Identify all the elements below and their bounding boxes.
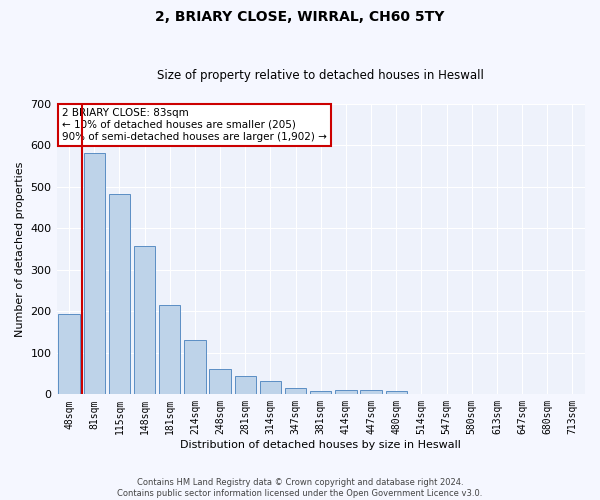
Text: Contains HM Land Registry data © Crown copyright and database right 2024.
Contai: Contains HM Land Registry data © Crown c… — [118, 478, 482, 498]
Bar — [235, 376, 256, 394]
Bar — [209, 368, 231, 394]
Bar — [386, 392, 407, 394]
Bar — [134, 246, 155, 394]
Bar — [335, 390, 356, 394]
Bar — [159, 305, 181, 394]
Bar — [184, 340, 206, 394]
Bar — [109, 194, 130, 394]
Text: 2, BRIARY CLOSE, WIRRAL, CH60 5TY: 2, BRIARY CLOSE, WIRRAL, CH60 5TY — [155, 10, 445, 24]
Text: 2 BRIARY CLOSE: 83sqm
← 10% of detached houses are smaller (205)
90% of semi-det: 2 BRIARY CLOSE: 83sqm ← 10% of detached … — [62, 108, 327, 142]
Bar — [285, 388, 307, 394]
Bar — [58, 314, 80, 394]
Bar — [83, 152, 105, 394]
Bar — [260, 380, 281, 394]
X-axis label: Distribution of detached houses by size in Heswall: Distribution of detached houses by size … — [181, 440, 461, 450]
Y-axis label: Number of detached properties: Number of detached properties — [15, 162, 25, 337]
Bar — [361, 390, 382, 394]
Bar — [310, 391, 331, 394]
Title: Size of property relative to detached houses in Heswall: Size of property relative to detached ho… — [157, 69, 484, 82]
